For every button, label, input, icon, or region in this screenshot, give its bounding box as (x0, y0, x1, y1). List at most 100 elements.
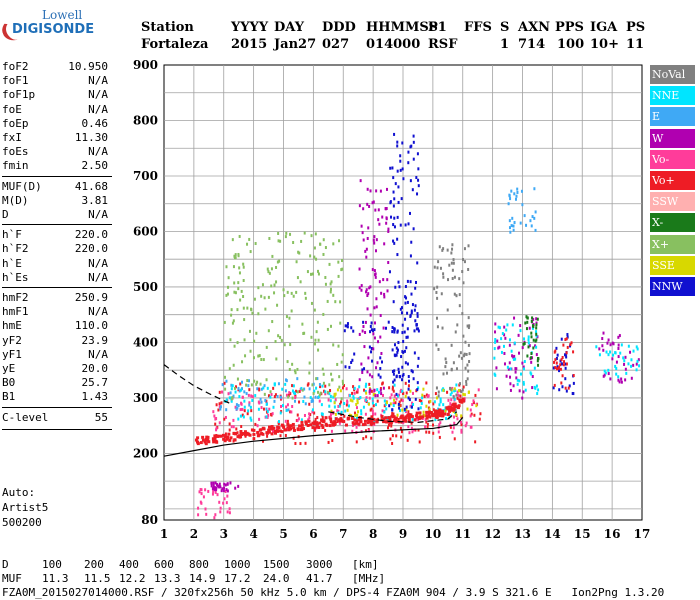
echo-point (517, 333, 520, 337)
param-value: N/A (88, 102, 108, 116)
echo-point (607, 368, 610, 372)
echo-point (373, 336, 376, 340)
echo-point (369, 313, 372, 317)
echo-point (280, 404, 283, 408)
echo-point (442, 272, 445, 276)
echo-point (232, 363, 235, 367)
echo-point (606, 341, 609, 345)
echo-point (403, 330, 406, 334)
trace-point (363, 422, 367, 426)
echo-point (515, 376, 518, 380)
echo-point (277, 382, 280, 386)
echo-point (242, 265, 245, 269)
echo-point (301, 388, 304, 392)
echo-point (315, 257, 318, 261)
echo-point (360, 284, 363, 288)
echo-point (332, 293, 335, 297)
trace-point (375, 420, 379, 424)
echo-point (392, 412, 395, 416)
echo-point (512, 228, 515, 232)
echo-point (397, 280, 400, 284)
echo-point (554, 366, 557, 370)
echo-point (338, 404, 341, 408)
echo-point (355, 402, 358, 406)
param-row: h`F2 220.0 (2, 242, 108, 256)
echo-point (372, 329, 375, 333)
x-tick-label: 9 (399, 527, 407, 541)
param-row: h`E N/A (2, 257, 108, 271)
echo-point (238, 266, 241, 270)
echo-point (403, 349, 406, 353)
echo-point (530, 335, 533, 339)
echo-point (221, 487, 224, 491)
echo-point (238, 395, 241, 399)
x-tick-label: 14 (544, 527, 561, 541)
echo-point (397, 200, 400, 204)
trace-point (413, 418, 417, 422)
trace-point (329, 420, 333, 424)
echo-point (283, 294, 286, 298)
trace-point (307, 419, 311, 423)
echo-point (467, 390, 470, 394)
param-key: M(D) (2, 193, 29, 207)
echo-point (462, 385, 465, 389)
echo-point (313, 428, 316, 432)
echo-point (293, 399, 296, 403)
echo-point (392, 404, 395, 408)
echo-point (373, 241, 376, 245)
trace-point (333, 420, 337, 424)
echo-point (338, 385, 341, 389)
echo-point (405, 296, 408, 300)
echo-point (298, 389, 301, 393)
echo-point (450, 343, 453, 347)
echo-point (406, 438, 409, 442)
echo-point (378, 280, 381, 284)
echo-point (467, 369, 470, 373)
echo-point (402, 350, 405, 354)
echo-point (417, 386, 420, 390)
echo-point (232, 394, 235, 398)
x-tick-label: 17 (634, 527, 651, 541)
echo-point (407, 150, 410, 154)
echo-point (602, 374, 605, 378)
echo-point (215, 486, 218, 490)
echo-point (257, 312, 260, 316)
echo-point (269, 390, 272, 394)
trace-point (304, 422, 308, 426)
echo-point (362, 207, 365, 211)
param-key: yE (2, 362, 16, 375)
echo-point (424, 425, 427, 429)
echo-point (236, 308, 239, 312)
echo-point (369, 330, 372, 334)
echo-point (240, 388, 243, 392)
echo-point (416, 192, 419, 196)
footer-value: 24.0 (263, 572, 290, 585)
param-key: foF2 (2, 60, 29, 73)
echo-point (447, 398, 450, 402)
echo-point (553, 350, 556, 354)
echo-point (449, 425, 452, 429)
echo-point (367, 292, 370, 296)
echo-point (504, 336, 507, 340)
trace-point (228, 438, 232, 442)
dashed-limit-lower (328, 411, 458, 423)
echo-point (411, 391, 414, 395)
echo-point (362, 325, 365, 329)
echo-point (366, 202, 369, 206)
echo-point (527, 335, 530, 339)
footer-value: 600 (154, 558, 174, 571)
echo-point (262, 407, 265, 411)
echo-point (466, 407, 469, 411)
echo-point (400, 430, 403, 434)
echo-point (449, 386, 452, 390)
echo-point (432, 402, 435, 406)
echo-point (375, 403, 378, 407)
header-value-iga: 10+ (590, 37, 619, 52)
echo-point (316, 416, 319, 420)
echo-point (295, 290, 298, 294)
trace-point (296, 428, 300, 432)
echo-point (405, 346, 408, 350)
echo-point (562, 343, 565, 347)
echo-point (399, 409, 402, 413)
echo-point (530, 356, 533, 360)
